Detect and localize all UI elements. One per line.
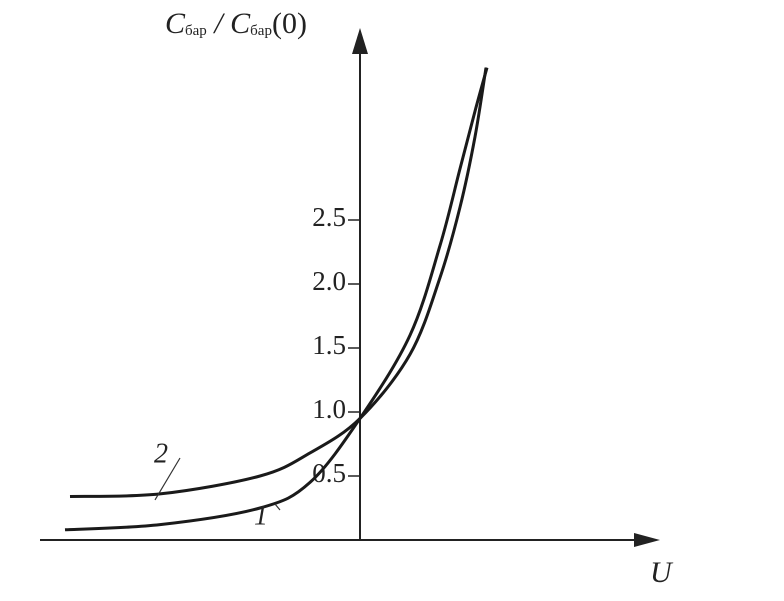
x-axis-arrow: [634, 533, 660, 547]
curve: [64, 67, 489, 532]
y-label-part: бар: [185, 23, 207, 39]
y-axis-arrow: [352, 28, 368, 54]
y-label-part: C: [230, 7, 251, 40]
curve-label: 1: [254, 500, 268, 531]
y-axis-label: Cбар / Cбар(0): [165, 7, 307, 40]
y-label-part: C: [165, 7, 186, 40]
y-tick-label: 2.0: [312, 266, 346, 296]
y-label-part: (0): [272, 7, 307, 40]
y-label-part: /: [207, 7, 230, 40]
curve-label-leader: [274, 503, 281, 511]
curve-label: 2: [154, 438, 168, 469]
y-tick-label: 1.5: [312, 330, 346, 360]
curve: [69, 67, 488, 498]
y-label-part: бар: [250, 23, 272, 39]
curve-label-leader: [154, 457, 181, 501]
y-tick-label: 1.0: [312, 394, 346, 424]
x-axis-label: U: [650, 556, 674, 589]
y-tick-label: 2.5: [312, 202, 346, 232]
